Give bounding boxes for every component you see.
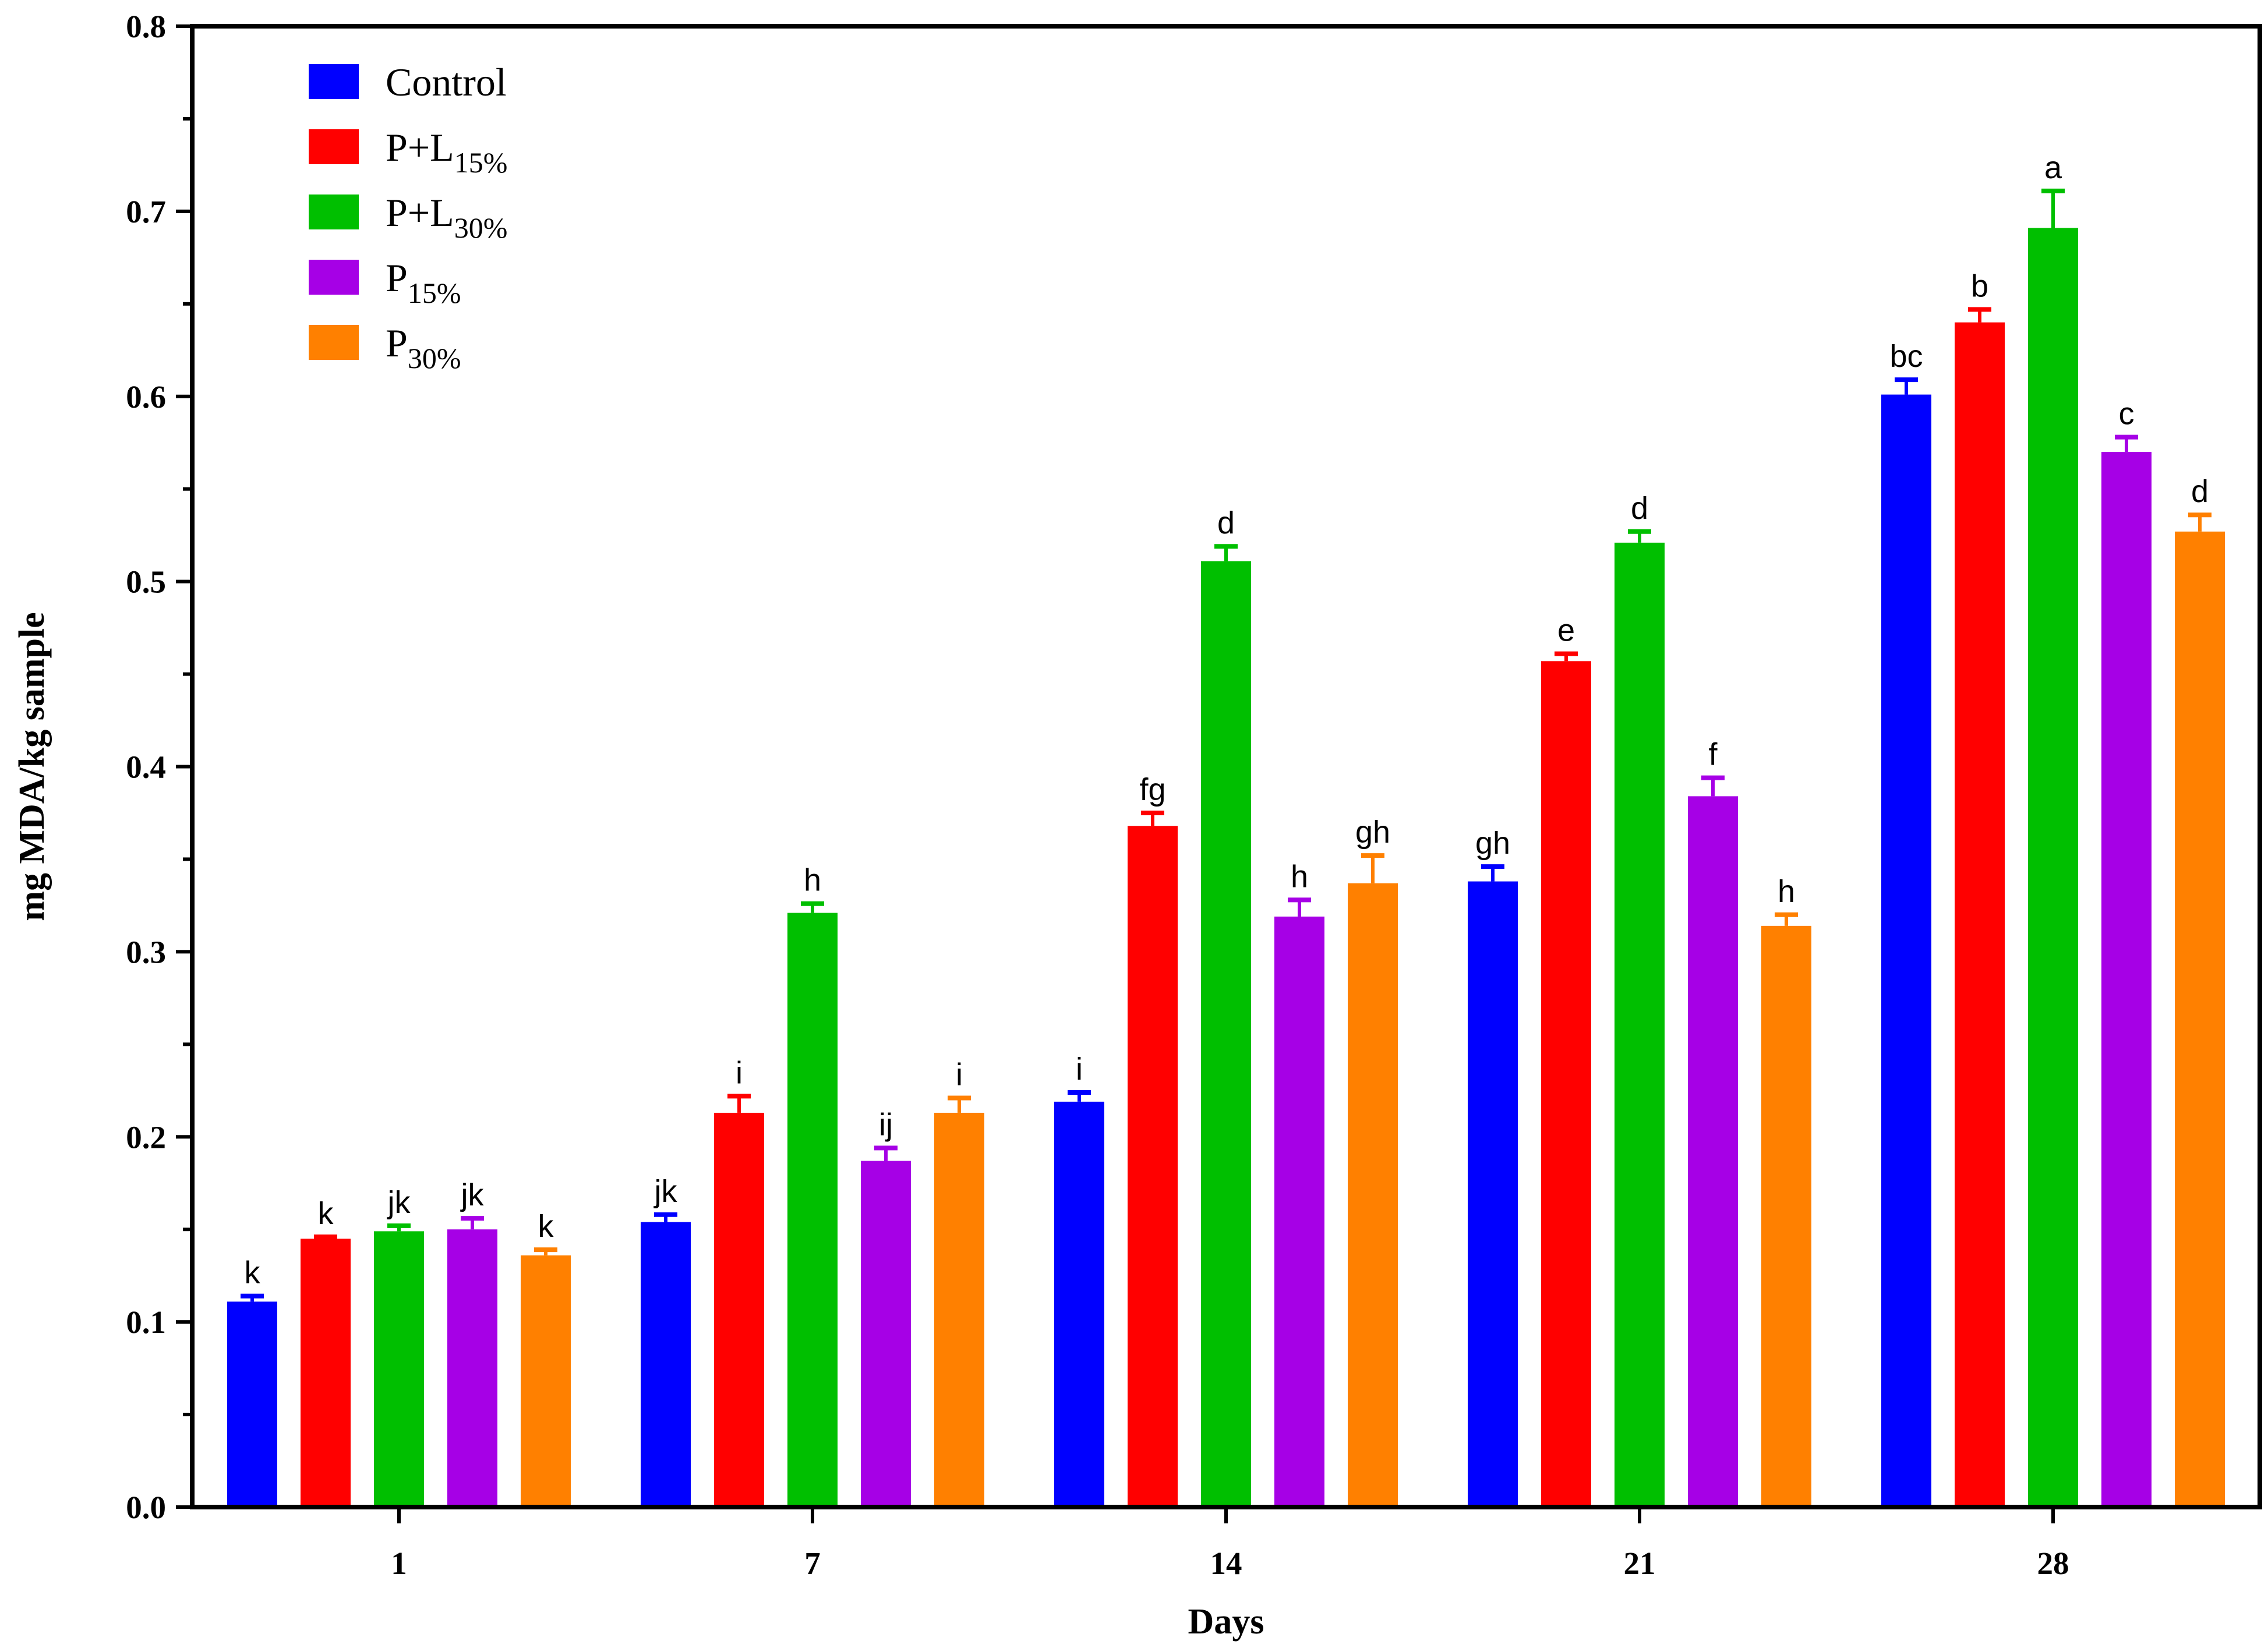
bar <box>861 1161 911 1507</box>
y-tick-label: 0.5 <box>126 564 166 600</box>
bar <box>1541 661 1591 1507</box>
bar <box>1615 542 1665 1507</box>
x-axis-title: Days <box>1188 1602 1264 1642</box>
bar <box>1881 394 1931 1507</box>
significance-letter: h <box>1778 874 1795 909</box>
bar <box>2101 452 2152 1507</box>
bar <box>787 913 838 1507</box>
significance-letter: h <box>1291 859 1308 894</box>
y-tick-label: 0.7 <box>126 194 166 229</box>
significance-letter: k <box>245 1256 261 1290</box>
y-tick-label: 0.3 <box>126 934 166 970</box>
significance-letter: b <box>1971 268 1988 303</box>
bar <box>641 1222 691 1507</box>
significance-letter: fg <box>1139 772 1165 807</box>
legend-swatch <box>309 194 359 229</box>
legend-swatch <box>309 325 359 360</box>
legend-label-base: P+L <box>386 125 454 169</box>
y-tick-label: 0.2 <box>126 1119 166 1155</box>
significance-letter: ij <box>879 1107 893 1142</box>
significance-letter: jk <box>653 1174 678 1209</box>
significance-letter: gh <box>1355 815 1390 850</box>
bar <box>2028 228 2078 1507</box>
significance-letter: e <box>1557 613 1575 648</box>
legend-label: Control <box>386 60 507 104</box>
bar <box>447 1229 497 1507</box>
significance-letter: f <box>1708 737 1718 772</box>
bar <box>1955 322 2005 1507</box>
bar <box>301 1239 351 1507</box>
x-tick-label: 14 <box>1210 1546 1242 1581</box>
legend-swatch <box>309 64 359 99</box>
significance-letter: d <box>1217 505 1235 540</box>
significance-letters-layer: k k jk jk k jk i h ij i i fg d h gh gh e d f h bc b a c d <box>245 150 2209 1290</box>
x-tick-label: 1 <box>391 1546 407 1581</box>
significance-letter: jk <box>460 1177 485 1212</box>
bar <box>1054 1101 1104 1507</box>
significance-letter: c <box>2119 397 2135 432</box>
legend-swatch <box>309 260 359 295</box>
error-bars-layer <box>241 188 2212 1302</box>
y-tick-label: 0.6 <box>126 379 166 415</box>
y-tick-label: 0.0 <box>126 1490 166 1525</box>
bar <box>714 1112 764 1507</box>
significance-letter: a <box>2044 150 2062 185</box>
significance-letter: i <box>736 1055 743 1090</box>
bar <box>2175 531 2225 1507</box>
y-axis-title: mg MDA/kg sample <box>12 612 52 921</box>
significance-letter: bc <box>1889 339 1923 374</box>
legend-label: P15% <box>386 256 461 309</box>
y-tick-label: 0.1 <box>126 1304 166 1340</box>
y-tick-label: 0.4 <box>126 749 166 785</box>
legend-label-subscript: 30% <box>408 342 461 374</box>
bar <box>934 1112 984 1507</box>
bar <box>521 1255 571 1507</box>
legend-label-base: P+L <box>386 190 454 235</box>
legend-label-subscript: 30% <box>454 211 508 244</box>
significance-letter: h <box>804 863 821 898</box>
bar <box>1274 916 1324 1507</box>
legend-label-subscript: 15% <box>454 146 508 179</box>
significance-letter: k <box>538 1209 554 1244</box>
x-tick-label: 21 <box>1624 1546 1656 1581</box>
significance-letter: i <box>956 1057 963 1092</box>
bars-layer <box>227 228 2225 1508</box>
bar <box>1128 826 1178 1507</box>
x-tick-label: 7 <box>804 1546 821 1581</box>
legend-label-base: P <box>386 256 408 300</box>
y-tick-label: 0.8 <box>126 9 166 44</box>
legend-label: P30% <box>386 321 461 374</box>
legend-swatch <box>309 129 359 164</box>
x-axis: 1 7 14 21 28 <box>391 1507 2069 1581</box>
bar <box>227 1302 277 1507</box>
bar <box>1688 796 1738 1507</box>
legend-label-base: P <box>386 321 408 365</box>
legend-label-subscript: 15% <box>408 277 461 309</box>
x-tick-label: 28 <box>2037 1546 2069 1581</box>
significance-letter: gh <box>1475 826 1510 861</box>
legend-label: P+L30% <box>386 190 507 244</box>
y-axis: 0.0 0.1 0.2 0.3 0.4 0.5 0.6 0.7 0.8 <box>126 9 192 1525</box>
significance-letter: jk <box>387 1185 411 1220</box>
significance-letter: d <box>1631 491 1648 526</box>
legend-label-base: Control <box>386 60 507 104</box>
bar <box>1468 881 1518 1507</box>
significance-letter: k <box>318 1196 334 1231</box>
bar <box>1761 925 1811 1507</box>
significance-letter: i <box>1076 1052 1083 1087</box>
bar <box>1201 561 1251 1508</box>
legend-label: P+L15% <box>386 125 507 179</box>
bar <box>1348 883 1398 1507</box>
bar <box>374 1231 424 1507</box>
significance-letter: d <box>2191 474 2209 509</box>
